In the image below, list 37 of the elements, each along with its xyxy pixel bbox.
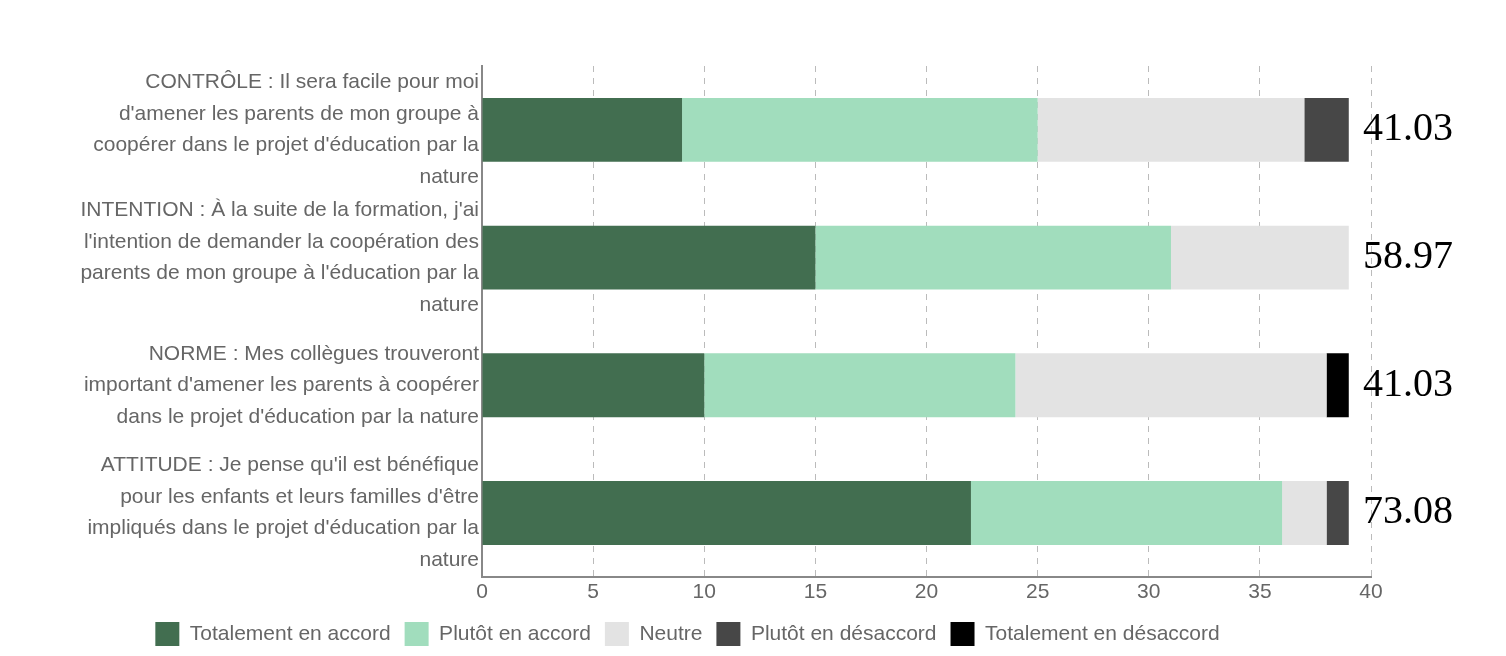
legend-label: Totalement en désaccord [985,620,1220,644]
y-tick-label: NORME : Mes collègues trouveront important d'amener les parents à coopérer dans le projet d'éducation par la nature [83,340,480,427]
bar [482,225,816,290]
bar [1015,353,1327,418]
x-tick-label: 5 [587,579,599,603]
x-tick-label: 15 [803,579,828,603]
x-tick-label: 10 [692,579,716,603]
annotation: 41.03 [1363,359,1453,405]
bar [970,481,1283,545]
bar [1282,481,1327,545]
bar [1326,481,1349,545]
bar [1170,225,1349,290]
bar [682,97,1038,162]
bar [815,225,1171,290]
annotation: 41.03 [1363,104,1453,150]
x-tick-label: 40 [1359,579,1383,603]
y-tick-label: INTENTION : À la suite de la formation, j'ai l'intention de demander la coopération des parents de mon groupe à l'éducation par la nature [80,197,480,315]
x-tick-label: 0 [476,579,488,603]
x-tick-label: 30 [1137,579,1161,603]
legend-label: Plutôt en désaccord [750,620,937,644]
y-tick-label: CONTRÔLE : Il sera facile pour moi d'amener les parents de mon groupe à coopérer dans le projet d'éducation par la nature [93,69,480,187]
annotation: 73.08 [1363,487,1453,533]
legend-label: Plutôt en accord [439,620,591,644]
bar [704,353,1016,418]
x-tick-label: 20 [914,579,939,603]
legend-label: Totalement en accord [189,620,391,644]
annotation: 58.97 [1363,232,1453,278]
x-tick-label: 35 [1248,579,1272,603]
x-tick-label: 25 [1025,579,1050,603]
bar [482,353,705,418]
bar [1037,97,1305,162]
y-tick-label: ATTITUDE : Je pense qu'il est bénéfique pour les enfants et leurs familles d'être impliqués dans le projet d'éducation par la nature [87,452,480,570]
bar [482,97,683,162]
legend-label: Neutre [639,620,703,644]
bar [1304,97,1349,162]
bar [482,481,971,545]
bar [1326,353,1349,418]
